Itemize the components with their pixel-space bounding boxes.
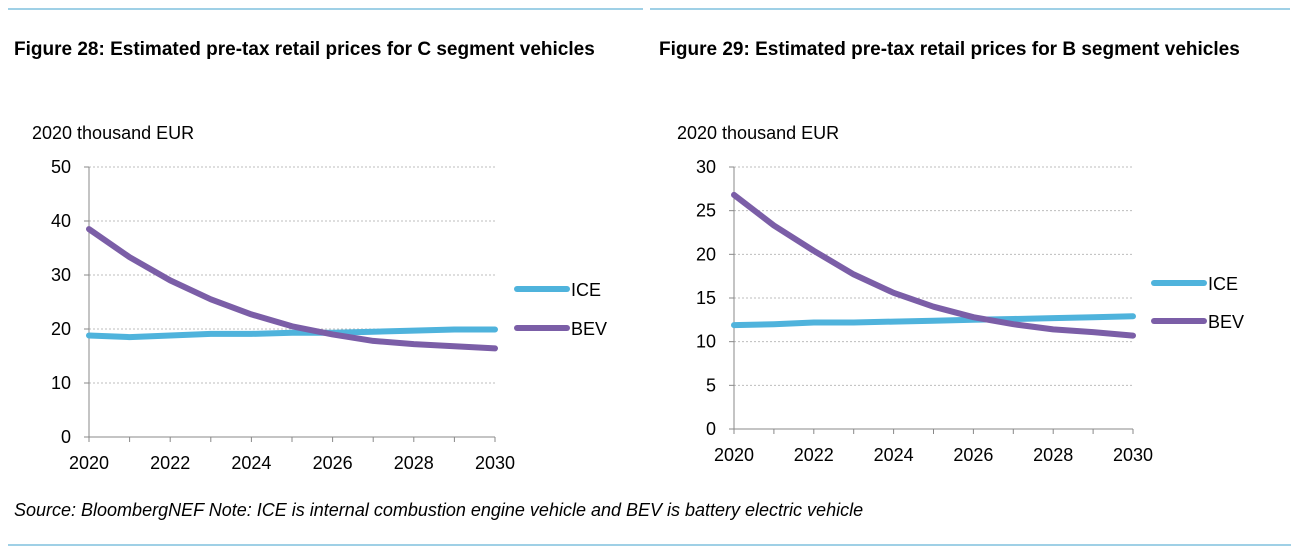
y-tick-label: 50 [51, 157, 71, 177]
y-tick-label: 20 [696, 244, 716, 264]
y-axis-unit-label: 2020 thousand EUR [32, 123, 194, 143]
y-tick-label: 0 [61, 427, 71, 447]
legend-label-bev: BEV [571, 319, 607, 339]
series-line-ice [86, 326, 498, 341]
x-tick-label: 2024 [874, 445, 914, 465]
figure-29-chart: 2020 thousand EUR 0 5 10 15 20 25 30 2020 2022 202… [677, 123, 1244, 465]
x-tick-label: 2026 [953, 445, 993, 465]
y-tick-label: 10 [51, 373, 71, 393]
series-line-bev [731, 191, 1136, 339]
y-tick-label: 25 [696, 201, 716, 221]
x-tick-label: 2020 [69, 453, 109, 473]
y-tick-label: 15 [696, 288, 716, 308]
x-tick-label: 2030 [475, 453, 515, 473]
x-tick-label: 2030 [1113, 445, 1153, 465]
legend-label-bev: BEV [1208, 312, 1244, 332]
x-tick-label: 2026 [313, 453, 353, 473]
x-tick-label: 2028 [394, 453, 434, 473]
y-tick-label: 40 [51, 211, 71, 231]
bottom-rule [8, 544, 1291, 546]
figure-28-title: Figure 28: Estimated pre-tax retail pric… [14, 39, 595, 60]
legend-label-ice: ICE [571, 280, 601, 300]
y-tick-label: 20 [51, 319, 71, 339]
x-tick-label: 2022 [794, 445, 834, 465]
x-tick-label: 2020 [714, 445, 754, 465]
y-tick-label: 5 [706, 375, 716, 395]
y-tick-label: 10 [696, 332, 716, 352]
x-tick-label: 2024 [231, 453, 271, 473]
top-rule-left [8, 8, 643, 10]
top-rule-right [650, 8, 1290, 10]
figure-29-title: Figure 29: Estimated pre-tax retail pric… [659, 39, 1240, 60]
y-tick-label: 30 [696, 157, 716, 177]
source-note: Source: BloombergNEF Note: ICE is intern… [14, 500, 864, 520]
series-line-bev [86, 226, 498, 352]
y-tick-label: 0 [706, 419, 716, 439]
y-axis-unit-label: 2020 thousand EUR [677, 123, 839, 143]
series-line-ice [731, 313, 1136, 329]
x-tick-label: 2028 [1033, 445, 1073, 465]
x-tick-label: 2022 [150, 453, 190, 473]
legend-label-ice: ICE [1208, 274, 1238, 294]
y-tick-label: 30 [51, 265, 71, 285]
